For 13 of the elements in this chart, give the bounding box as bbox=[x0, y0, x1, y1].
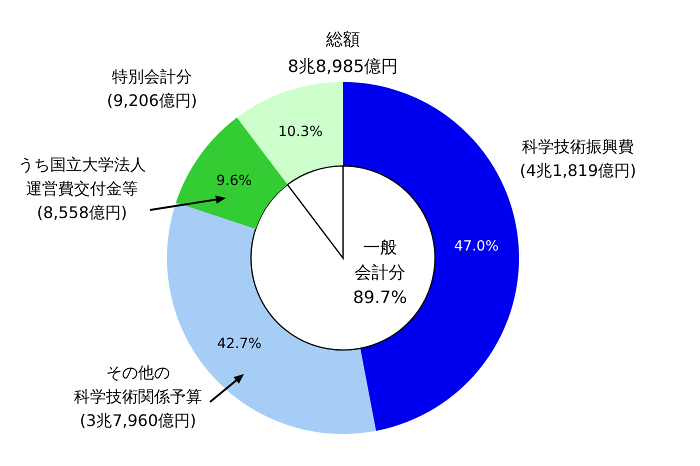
chart-subtitle: 8兆8,985億円 bbox=[288, 57, 398, 77]
data-label: 42.7% bbox=[217, 336, 262, 352]
data-label: 10.3% bbox=[278, 124, 323, 140]
slice-label: 一般会計分 bbox=[354, 238, 406, 283]
data-label: 89.7% bbox=[352, 288, 408, 308]
donut-slice bbox=[343, 82, 519, 431]
data-label: 47.0% bbox=[454, 238, 499, 254]
slice-label: 特別会計分 (9,206億円) bbox=[106, 67, 198, 110]
slice-label: その他の科学技術関係予算 (3兆7,960億円) bbox=[74, 363, 202, 430]
slice-label: 科学技術振興費 (4兆1,819億円) bbox=[520, 137, 636, 180]
category-label: うち国立大学法人運営費交付金等 (8,558億円) bbox=[18, 155, 146, 222]
chart-title: 総額 bbox=[325, 30, 360, 50]
data-label: 9.6% bbox=[216, 172, 252, 189]
